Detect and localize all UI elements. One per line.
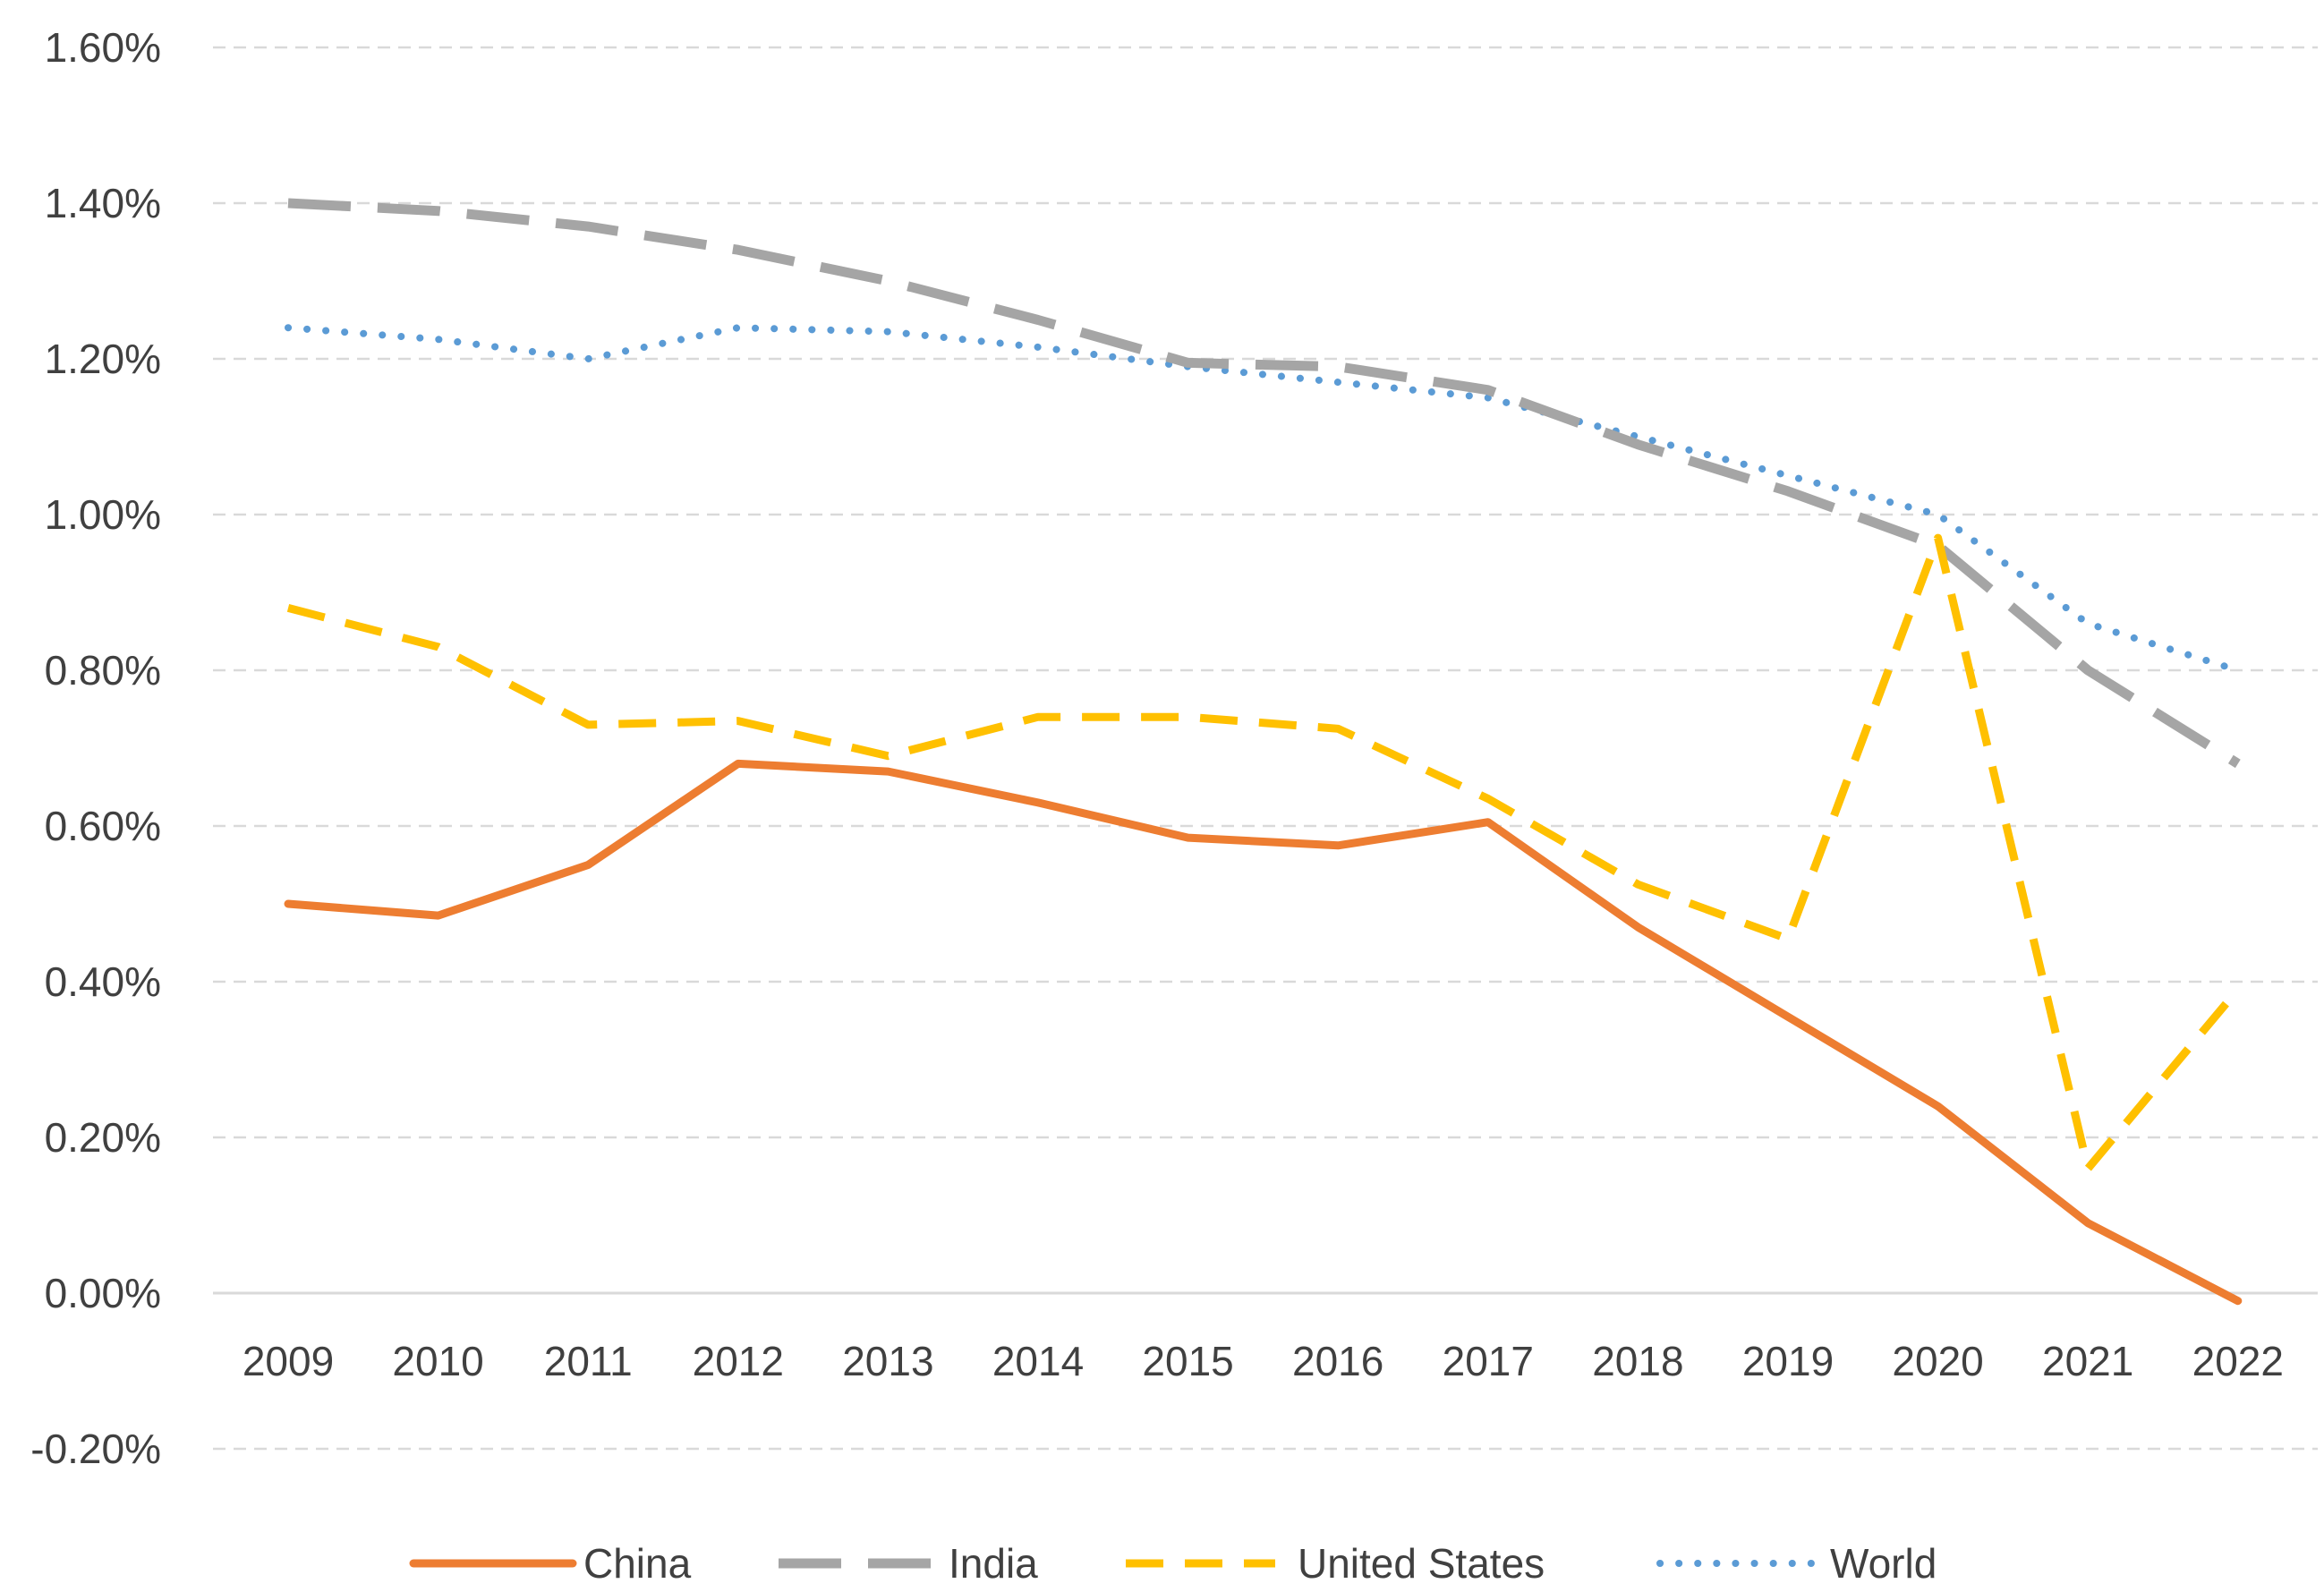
y-tick-label: -0.20% (30, 1426, 161, 1472)
x-tick-label: 2012 (693, 1338, 784, 1384)
y-tick-label: 0.40% (45, 958, 161, 1005)
legend-label: India (949, 1540, 1038, 1587)
legend-label: World (1830, 1540, 1937, 1587)
x-tick-label: 2020 (1892, 1338, 1983, 1384)
y-tick-label: 0.20% (45, 1114, 161, 1161)
legend-item-united-states: United States (1126, 1540, 1545, 1587)
series-line-china (284, 759, 2243, 1306)
x-tick-label: 2021 (2042, 1338, 2133, 1384)
legend-label: United States (1298, 1540, 1545, 1587)
y-tick-label: 1.20% (45, 336, 161, 382)
x-tick-label: 2011 (544, 1338, 633, 1384)
series-line-united-states (286, 533, 2242, 1173)
legend-item-china: China (409, 1540, 692, 1587)
legend-item-india: India (779, 1540, 1038, 1587)
y-tick-label: 1.40% (45, 180, 161, 226)
x-axis: 2009 2010 2011 2012 2013 2014 2015 2016 2017 2018… (243, 1338, 2284, 1384)
x-tick-label: 2019 (1742, 1338, 1834, 1384)
gridlines (213, 46, 2318, 1451)
y-axis-tick-labels: -0.20% 0.00% 0.20% 0.40% 0.60% 0.80% 1.00% 1.20… (30, 24, 161, 1472)
legend-item-world: World (1656, 1540, 1937, 1587)
x-tick-label: 2013 (842, 1338, 933, 1384)
series-line-india (287, 198, 2241, 769)
series-lines (284, 198, 2243, 1306)
x-tick-label: 2014 (992, 1338, 1084, 1384)
x-tick-label: 2022 (2192, 1338, 2284, 1384)
y-tick-label: 0.60% (45, 803, 161, 849)
y-tick-label: 0.80% (45, 647, 161, 694)
x-tick-label: 2009 (243, 1338, 334, 1384)
x-tick-label: 2017 (1443, 1338, 1534, 1384)
legend-label: China (583, 1540, 692, 1587)
y-tick-label: 1.60% (45, 24, 161, 71)
y-tick-label: 1.00% (45, 491, 161, 538)
series-line-world (285, 324, 2242, 674)
x-tick-label: 2015 (1142, 1338, 1233, 1384)
x-tick-label: 2010 (392, 1338, 483, 1384)
y-tick-label: 0.00% (45, 1270, 161, 1316)
x-tick-label: 2018 (1592, 1338, 1683, 1384)
legend: China India United States World (409, 1540, 1937, 1587)
x-tick-label: 2016 (1292, 1338, 1383, 1384)
